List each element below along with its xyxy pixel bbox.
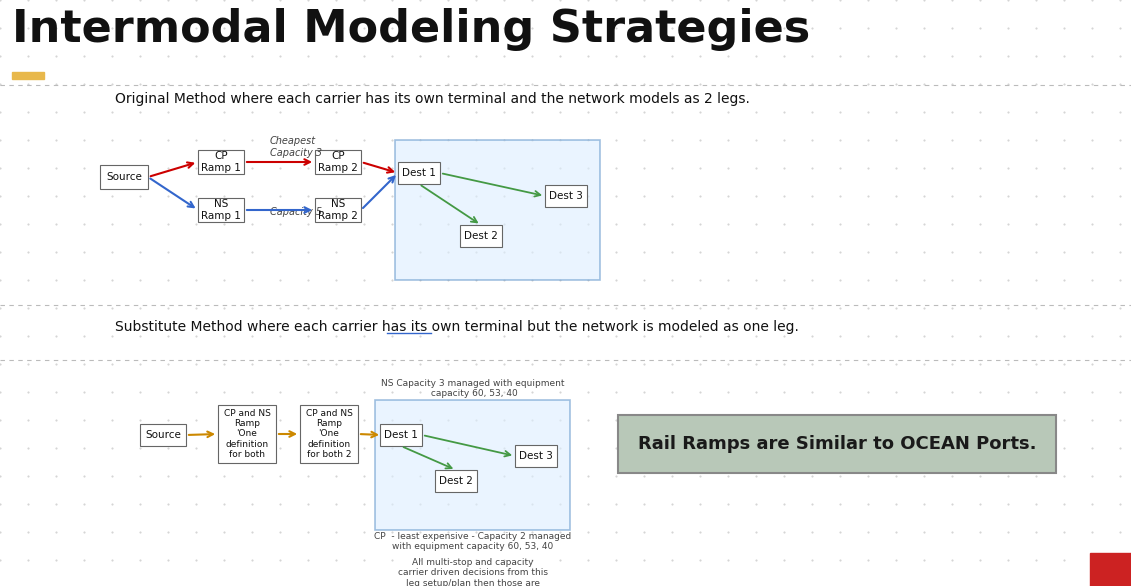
FancyBboxPatch shape	[316, 198, 361, 222]
FancyBboxPatch shape	[395, 140, 601, 280]
FancyBboxPatch shape	[198, 198, 244, 222]
Text: CP and NS
Ramp
'One
definition
for both 2: CP and NS Ramp 'One definition for both …	[305, 408, 353, 459]
FancyBboxPatch shape	[140, 424, 185, 446]
Text: NS Capacity 3 managed with equipment
 capacity 60, 53, 40: NS Capacity 3 managed with equipment cap…	[381, 379, 564, 398]
Bar	[12, 72, 44, 79]
Text: Dest 2: Dest 2	[439, 476, 473, 486]
FancyBboxPatch shape	[618, 415, 1056, 473]
FancyBboxPatch shape	[218, 405, 276, 463]
Text: CP
Ramp 1: CP Ramp 1	[201, 151, 241, 173]
FancyBboxPatch shape	[375, 400, 570, 530]
Text: NS
Ramp 2: NS Ramp 2	[318, 199, 357, 221]
Text: Source: Source	[106, 172, 141, 182]
Text: All multi-stop and capacity
carrier driven decisions from this
leg setup/plan th: All multi-stop and capacity carrier driv…	[397, 558, 547, 586]
Text: Source: Source	[145, 430, 181, 440]
Text: Substitute Method where each carrier has its own terminal but the network is mod: Substitute Method where each carrier has…	[115, 320, 798, 334]
FancyBboxPatch shape	[460, 225, 502, 247]
FancyBboxPatch shape	[198, 150, 244, 174]
Text: Capacity 5: Capacity 5	[270, 207, 322, 217]
FancyBboxPatch shape	[515, 445, 556, 467]
Text: Capacity 3: Capacity 3	[270, 148, 322, 158]
Text: CP and NS
Ramp
'One
definition
for both: CP and NS Ramp 'One definition for both	[224, 408, 270, 459]
Text: Intermodal Modeling Strategies: Intermodal Modeling Strategies	[12, 8, 810, 51]
Text: Dest 3: Dest 3	[549, 191, 582, 201]
Bar	[1090, 553, 1131, 586]
Text: Dest 3: Dest 3	[519, 451, 553, 461]
FancyBboxPatch shape	[398, 162, 440, 184]
FancyBboxPatch shape	[545, 185, 587, 207]
Text: NS
Ramp 1: NS Ramp 1	[201, 199, 241, 221]
Text: Dest 2: Dest 2	[464, 231, 498, 241]
FancyBboxPatch shape	[300, 405, 359, 463]
Text: Original Method where each carrier has its own terminal and the network models a: Original Method where each carrier has i…	[115, 92, 750, 106]
FancyBboxPatch shape	[100, 165, 148, 189]
Text: Cheapest: Cheapest	[270, 136, 317, 146]
Text: CP  - least expensive - Capacity 2 managed
with equipment capacity 60, 53, 40: CP - least expensive - Capacity 2 manage…	[374, 532, 571, 551]
Text: Dest 1: Dest 1	[385, 430, 418, 440]
FancyBboxPatch shape	[316, 150, 361, 174]
FancyBboxPatch shape	[435, 470, 477, 492]
Text: Rail Ramps are Similar to OCEAN Ports.: Rail Ramps are Similar to OCEAN Ports.	[638, 435, 1036, 453]
Text: Dest 1: Dest 1	[402, 168, 435, 178]
FancyBboxPatch shape	[380, 424, 422, 446]
Text: CP
Ramp 2: CP Ramp 2	[318, 151, 357, 173]
